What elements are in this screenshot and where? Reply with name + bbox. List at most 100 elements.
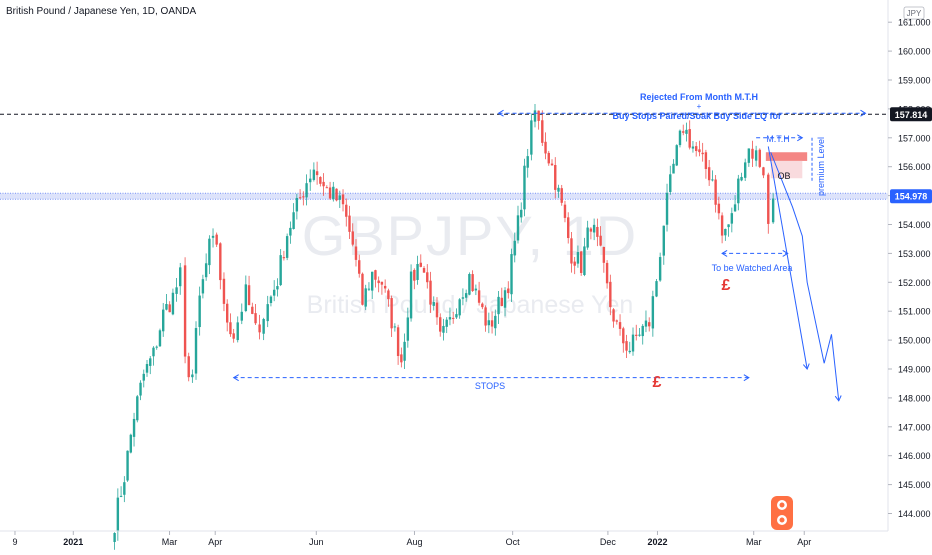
candle-body (468, 273, 471, 295)
candle-body (236, 322, 239, 341)
candle-body (126, 450, 129, 481)
candle-body (295, 197, 299, 212)
candle (226, 299, 229, 332)
candle-body (328, 187, 332, 199)
candle-body (315, 171, 319, 176)
candle-body (341, 194, 345, 205)
liquidity-arrow-left (497, 109, 504, 117)
candle (615, 319, 619, 325)
watermark-name: British Pound / Japanese Yen (307, 291, 634, 319)
candle (533, 104, 537, 128)
candle (714, 175, 717, 213)
candle (503, 287, 507, 317)
candle-body (685, 129, 688, 134)
candle (262, 317, 265, 341)
currency-badge-box (903, 6, 925, 20)
candle-body (605, 262, 609, 284)
candle-body (403, 341, 406, 361)
candle (579, 250, 583, 276)
x-tick-label: Apr (208, 537, 222, 547)
candle-body (704, 152, 708, 170)
logo-icon (771, 496, 793, 530)
candle-body (285, 236, 289, 258)
candle (354, 239, 358, 267)
candle-body (113, 533, 116, 542)
mth-annotation: M.T.H (766, 134, 790, 144)
candle-body (345, 204, 348, 217)
candle-body (422, 268, 426, 273)
candle (240, 303, 243, 325)
candle-body (171, 292, 175, 315)
premium-zone (770, 160, 803, 179)
candle-body (232, 333, 235, 339)
candle (758, 148, 761, 169)
candle-body (123, 482, 126, 495)
candle-body (439, 317, 442, 332)
candle-body (458, 299, 461, 316)
candle (126, 450, 129, 482)
candle (171, 288, 175, 316)
candle (319, 176, 322, 187)
y-tick-label: 149.000 (898, 365, 931, 375)
candle-body (387, 290, 390, 300)
candle (576, 245, 580, 268)
candle (771, 192, 775, 224)
candle (367, 282, 371, 291)
candle-body (194, 328, 198, 374)
candle (586, 220, 589, 250)
candle-body (351, 231, 354, 245)
candle (754, 145, 758, 167)
candle-body (530, 120, 533, 155)
candle (500, 287, 503, 307)
candle (116, 488, 120, 541)
y-tick-label: 144.000 (898, 509, 931, 519)
candle-body (490, 320, 494, 327)
candle-body (714, 179, 717, 205)
candle-body (579, 251, 583, 273)
candle (187, 352, 190, 382)
candle-body (497, 296, 500, 315)
candle (724, 228, 727, 241)
candle-body (651, 296, 655, 329)
candle-body (688, 129, 691, 148)
candle-body (622, 328, 625, 344)
candle-body (477, 290, 481, 303)
candle-body (247, 285, 251, 306)
candle (740, 172, 743, 182)
candle-body (631, 334, 635, 352)
currency-badge[interactable]: JPY (907, 9, 922, 18)
candle-body (325, 187, 329, 189)
candle-body (641, 325, 644, 337)
candle-body (266, 304, 269, 322)
candle-body (419, 262, 422, 267)
candle-body (513, 240, 516, 256)
x-tick-label: Jun (309, 537, 324, 547)
candle (596, 218, 599, 247)
y-tick-label: 159.000 (898, 76, 931, 86)
candle (113, 532, 116, 550)
candle (520, 202, 523, 223)
projection-arrow-2-head (834, 395, 842, 402)
candle-body (586, 227, 589, 248)
candle-body (201, 279, 205, 294)
candle (557, 184, 560, 198)
candle-body (312, 169, 316, 180)
candle-body (655, 281, 658, 297)
candle-body (717, 203, 721, 214)
candle-body (129, 434, 133, 453)
candle-body (737, 178, 740, 204)
candle-body (754, 150, 758, 161)
candle (747, 148, 751, 167)
candle (325, 185, 329, 189)
liquidity-arrow-right (860, 109, 867, 117)
candle (685, 122, 688, 142)
watched-arrow-right (782, 249, 789, 257)
candle (416, 255, 419, 285)
candle-body (358, 260, 361, 274)
candle-body (442, 325, 445, 333)
candle-body (390, 298, 393, 329)
candle-body (451, 317, 455, 319)
candle (422, 266, 426, 273)
candle-body (432, 302, 435, 306)
candle (641, 324, 644, 345)
